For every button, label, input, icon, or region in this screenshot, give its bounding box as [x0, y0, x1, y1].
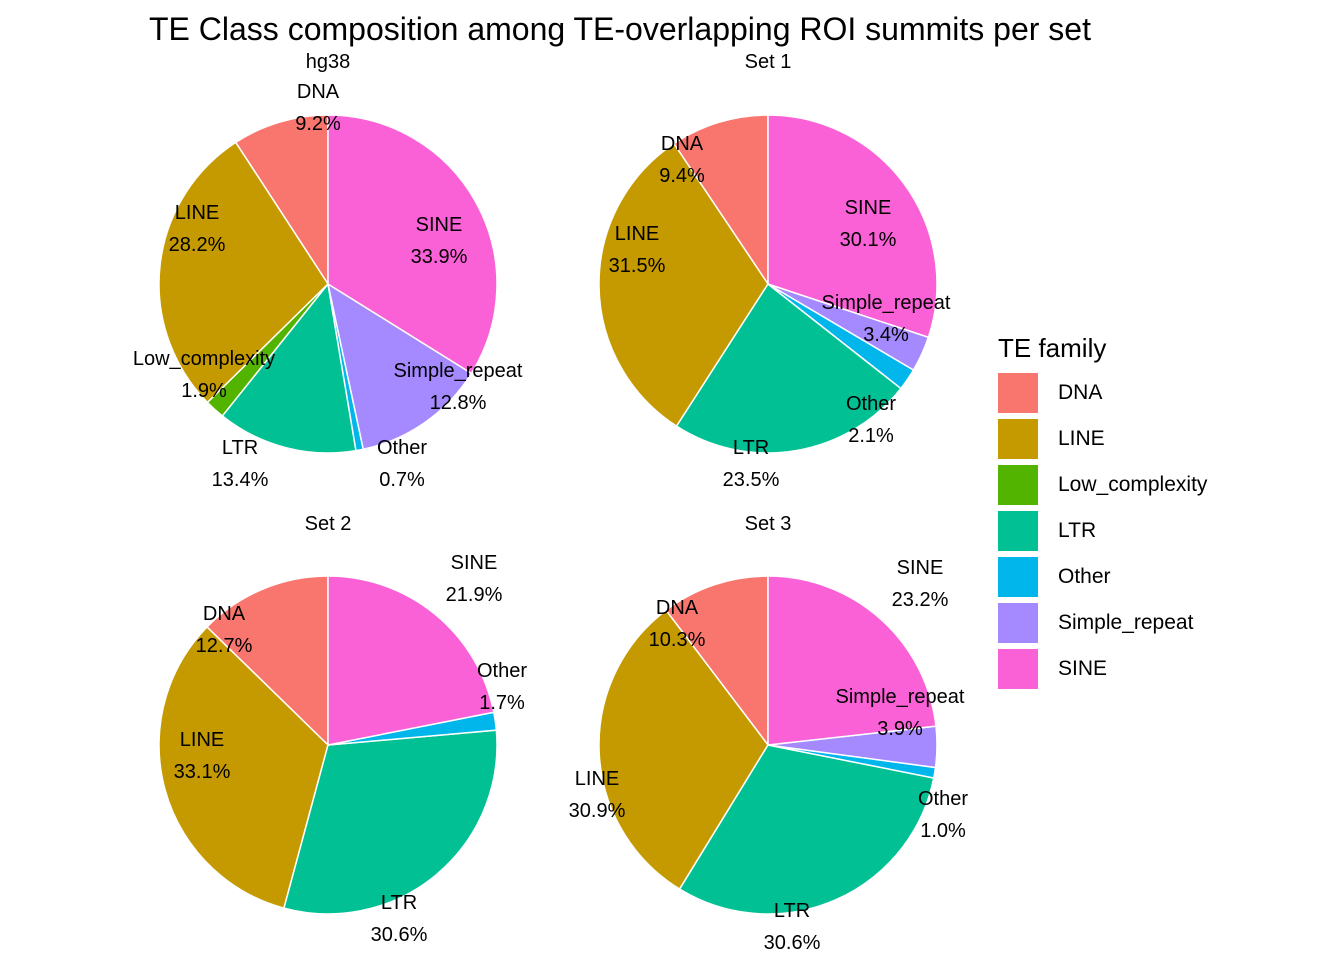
slice-label-name: SINE — [451, 552, 498, 574]
slice-label-name: SINE — [416, 214, 463, 236]
slice-label-percent: 12.8% — [430, 392, 487, 414]
facet-strip-label: Set 1 — [745, 51, 792, 73]
pie-slice-line — [158, 141, 329, 404]
legend-label: LTR — [1058, 519, 1097, 542]
slice-label-percent: 1.9% — [181, 380, 227, 402]
pie-slice-sine — [327, 114, 498, 375]
slice-label-name: LTR — [774, 900, 810, 922]
slice-label-percent: 28.2% — [169, 234, 226, 256]
pie-slice-dna — [664, 575, 769, 748]
slice-label-percent: 3.4% — [863, 324, 909, 346]
legend-item: DNA — [998, 370, 1207, 416]
slice-label-percent: 9.2% — [295, 113, 341, 135]
slice-label-percent: 2.1% — [848, 425, 894, 447]
slice-label-percent: 30.9% — [569, 800, 626, 822]
legend-item: Simple_repeat — [998, 600, 1207, 646]
slice-label-name: DNA — [297, 81, 340, 103]
pie-facet: Set 3 DNA 10.3% LINE 30.9% LTR 30.6% Other 1.0% S… — [569, 513, 969, 954]
pie-slice-line — [598, 609, 769, 891]
legend-label: SINE — [1058, 657, 1108, 680]
slice-label-name: SINE — [897, 557, 944, 579]
pie-slice-simple-repeat — [326, 282, 473, 451]
pie-slice-sine — [767, 114, 938, 339]
slice-label-name: Simple_repeat — [394, 360, 523, 382]
slice-label-name: LTR — [222, 437, 258, 459]
legend-key-swatch — [998, 603, 1038, 643]
legend-label: DNA — [1058, 381, 1103, 404]
pie-slice-line — [598, 142, 769, 428]
pie-facet: Set 2 DNA 12.7% LINE 33.1% LTR 30.6% Other 1.7% S… — [158, 513, 527, 946]
pie-facet: hg38 DNA 9.2% LINE 28.2% Low_complexity 1.9% LT… — [133, 51, 523, 491]
slice-label-name: Other — [377, 437, 427, 459]
facet-strip-label: Set 3 — [745, 513, 792, 535]
legend-key-swatch — [998, 373, 1038, 413]
slice-label-name: DNA — [203, 603, 246, 625]
slice-label-percent: 23.5% — [723, 469, 780, 491]
legend-key-swatch — [998, 419, 1038, 459]
slice-label-percent: 30.1% — [840, 229, 897, 251]
legend-label: LINE — [1058, 427, 1105, 450]
pie-facet: Set 1 DNA 9.4% LINE 31.5% LTR 23.5% Other 2.1% Si… — [598, 51, 951, 491]
chart-title: TE Class composition among TE-overlappin… — [149, 11, 1091, 47]
pie-slice-dna — [234, 114, 329, 287]
slice-label-percent: 23.2% — [892, 589, 949, 611]
pie-slice-sine — [327, 575, 495, 746]
slice-label-name: LTR — [733, 437, 769, 459]
slice-label-percent: 33.9% — [411, 246, 468, 268]
pie-slice-line — [158, 625, 329, 910]
slice-label-name: LINE — [615, 223, 659, 245]
pie-slice-ltr — [675, 282, 902, 454]
slice-label-percent: 10.3% — [649, 629, 706, 651]
slice-label-name: SINE — [845, 197, 892, 219]
legend-item: LINE — [998, 416, 1207, 462]
slice-label-percent: 1.0% — [920, 820, 966, 842]
pie-slice-dna — [205, 575, 329, 747]
pie-slice-ltr — [282, 729, 498, 915]
legend-item: Other — [998, 554, 1207, 600]
legend-label: Other — [1058, 565, 1111, 588]
slice-label-name: Other — [846, 393, 896, 415]
legend-item: Low_complexity — [998, 462, 1207, 508]
slice-label-percent: 3.9% — [877, 718, 923, 740]
slice-label-name: DNA — [656, 597, 699, 619]
legend-key-swatch — [998, 557, 1038, 597]
slice-label-name: DNA — [661, 133, 704, 155]
legend-key-swatch — [998, 649, 1038, 689]
legend-items: DNA LINE Low_complexity LTR Other Simple_repe… — [998, 370, 1207, 692]
legend-item: LTR — [998, 508, 1207, 554]
slice-label-percent: 21.9% — [446, 584, 503, 606]
slice-label-percent: 0.7% — [379, 469, 425, 491]
slice-label-percent: 12.7% — [196, 635, 253, 657]
slice-label-name: LINE — [575, 768, 619, 790]
slice-label-percent: 13.4% — [212, 469, 269, 491]
legend-title: TE family — [998, 333, 1107, 363]
slice-label-percent: 30.6% — [371, 924, 428, 946]
slice-label-name: LINE — [175, 202, 219, 224]
slice-label-percent: 9.4% — [659, 165, 705, 187]
slice-label-name: Other — [477, 660, 527, 682]
legend-key-swatch — [998, 465, 1038, 505]
slice-label-percent: 30.6% — [764, 932, 821, 954]
slice-label-name: Simple_repeat — [822, 292, 951, 314]
slice-label-name: Low_complexity — [133, 348, 275, 370]
slice-label-percent: 31.5% — [609, 255, 666, 277]
legend-key-swatch — [998, 511, 1038, 551]
slice-label-percent: 1.7% — [479, 692, 525, 714]
slice-label-name: Simple_repeat — [836, 686, 965, 708]
pie-slice-ltr — [678, 744, 935, 915]
legend-label: Simple_repeat — [1058, 611, 1194, 634]
slice-label-name: LINE — [180, 729, 224, 751]
legend: TE family DNA LINE Low_complexity LTR Other S… — [998, 330, 1207, 692]
pie-slice-ltr — [221, 282, 357, 454]
slice-label-percent: 33.1% — [174, 761, 231, 783]
pie-slice-sine — [767, 575, 937, 746]
slice-label-name: Other — [918, 788, 968, 810]
legend-label: Low_complexity — [1058, 473, 1208, 496]
pie-slice-dna — [672, 114, 769, 287]
facet-strip-label: hg38 — [306, 51, 351, 73]
slice-label-name: LTR — [381, 892, 417, 914]
legend-item: SINE — [998, 646, 1207, 692]
facet-strip-label: Set 2 — [305, 513, 352, 535]
